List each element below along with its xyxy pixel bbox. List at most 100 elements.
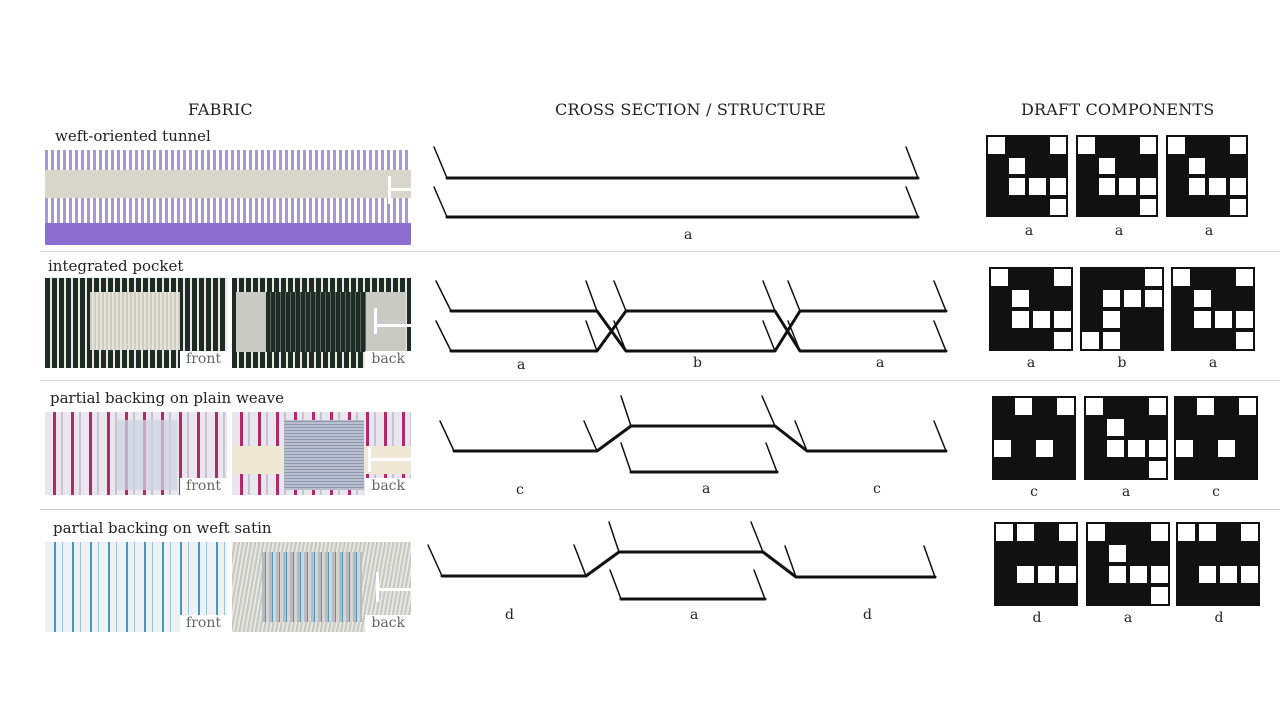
draft-cell-white: [1194, 311, 1211, 328]
draft-cell-white: [1230, 199, 1247, 216]
draft-cell-white: [1189, 158, 1206, 175]
draft-cell-white: [1199, 524, 1216, 541]
cross-label: b: [693, 355, 702, 371]
draft-cell-white: [1103, 290, 1120, 307]
cross-label: d: [505, 607, 514, 623]
draft-cell-white: [1145, 269, 1162, 286]
draft-cell-white: [1197, 398, 1214, 415]
draft-cell-white: [1151, 587, 1168, 604]
draft-cell-white: [1036, 440, 1053, 457]
draft-label: a: [1203, 355, 1223, 371]
draft-cell-white: [1050, 178, 1067, 195]
draft-cell-white: [1151, 524, 1168, 541]
cross-section-pocket: [436, 281, 946, 351]
draft-cell-white: [1149, 440, 1166, 457]
draft-cell-white: [1199, 566, 1216, 583]
draft-cell-white: [1236, 332, 1253, 349]
draft-cell-white: [1107, 419, 1124, 436]
draft-cell-white: [1140, 199, 1157, 216]
draft-grid: [1084, 396, 1168, 480]
draft-cell-white: [988, 137, 1005, 154]
draft-cell-white: [1099, 178, 1116, 195]
draft-grid: [1174, 396, 1258, 480]
cross-section-satin-backing: [428, 522, 935, 599]
draft-cell-white: [1236, 311, 1253, 328]
draft-cell-white: [1130, 566, 1147, 583]
cross-label: d: [863, 607, 872, 623]
draft-cell-white: [1033, 311, 1050, 328]
draft-label: a: [1199, 223, 1219, 239]
draft-grid: [994, 522, 1078, 606]
draft-cell-white: [991, 269, 1008, 286]
draft-cell-white: [1050, 137, 1067, 154]
cross-label: a: [702, 481, 710, 497]
draft-grid: [992, 396, 1076, 480]
draft-label: c: [1024, 484, 1044, 500]
draft-cell-white: [1078, 137, 1095, 154]
draft-cell-white: [1236, 269, 1253, 286]
draft-label: a: [1109, 223, 1129, 239]
draft-label: a: [1019, 223, 1039, 239]
draft-cell-white: [1088, 524, 1105, 541]
draft-cell-white: [1220, 566, 1237, 583]
draft-cell-white: [1241, 566, 1258, 583]
cross-label: a: [517, 357, 525, 373]
draft-cell-white: [1059, 524, 1076, 541]
draft-label: c: [1206, 484, 1226, 500]
draft-cell-white: [1140, 137, 1157, 154]
draft-cell-white: [1012, 290, 1029, 307]
draft-cell-white: [1054, 311, 1071, 328]
draft-cell-white: [1029, 178, 1046, 195]
draft-grid: [1080, 267, 1164, 351]
draft-label: a: [1118, 610, 1138, 626]
draft-cell-white: [1128, 440, 1145, 457]
draft-grid: [1076, 135, 1158, 217]
draft-cell-white: [1189, 178, 1206, 195]
cross-section-tunnel: [434, 147, 918, 217]
draft-cell-white: [1017, 524, 1034, 541]
draft-cell-white: [1230, 137, 1247, 154]
draft-cell-white: [1103, 311, 1120, 328]
draft-label: d: [1027, 610, 1047, 626]
draft-cell-white: [1009, 178, 1026, 195]
draft-cell-white: [1109, 566, 1126, 583]
draft-label: d: [1209, 610, 1229, 626]
draft-cell-white: [1103, 332, 1120, 349]
cross-label: a: [684, 227, 692, 243]
draft-cell-white: [1140, 178, 1157, 195]
draft-cell-white: [1119, 178, 1136, 195]
draft-cell-white: [1241, 524, 1258, 541]
draft-cell-white: [1145, 290, 1162, 307]
draft-label: a: [1116, 484, 1136, 500]
draft-cell-white: [1009, 158, 1026, 175]
draft-cell-white: [1057, 398, 1074, 415]
cross-label: a: [690, 607, 698, 623]
draft-cell-white: [1109, 545, 1126, 562]
draft-cell-white: [1082, 332, 1099, 349]
draft-cell-white: [1054, 332, 1071, 349]
draft-grid: [1176, 522, 1260, 606]
draft-cell-white: [1107, 440, 1124, 457]
draft-grid: [1171, 267, 1255, 351]
cross-label: c: [873, 481, 881, 497]
draft-cell-white: [1059, 566, 1076, 583]
draft-grid: [989, 267, 1073, 351]
draft-cell-white: [1149, 461, 1166, 478]
draft-cell-white: [1230, 178, 1247, 195]
draft-cell-white: [1017, 566, 1034, 583]
draft-cell-white: [994, 440, 1011, 457]
draft-cell-white: [996, 524, 1013, 541]
draft-cell-white: [1038, 566, 1055, 583]
draft-cell-white: [1054, 269, 1071, 286]
draft-label: a: [1021, 355, 1041, 371]
draft-grid: [1166, 135, 1248, 217]
draft-cell-white: [1124, 290, 1141, 307]
draft-cell-white: [1239, 398, 1256, 415]
cross-label: c: [516, 482, 524, 498]
draft-cell-white: [1099, 158, 1116, 175]
cross-section-plain-backing: [440, 396, 946, 472]
draft-cell-white: [1015, 398, 1032, 415]
draft-cell-white: [1215, 311, 1232, 328]
draft-cell-white: [1168, 137, 1185, 154]
